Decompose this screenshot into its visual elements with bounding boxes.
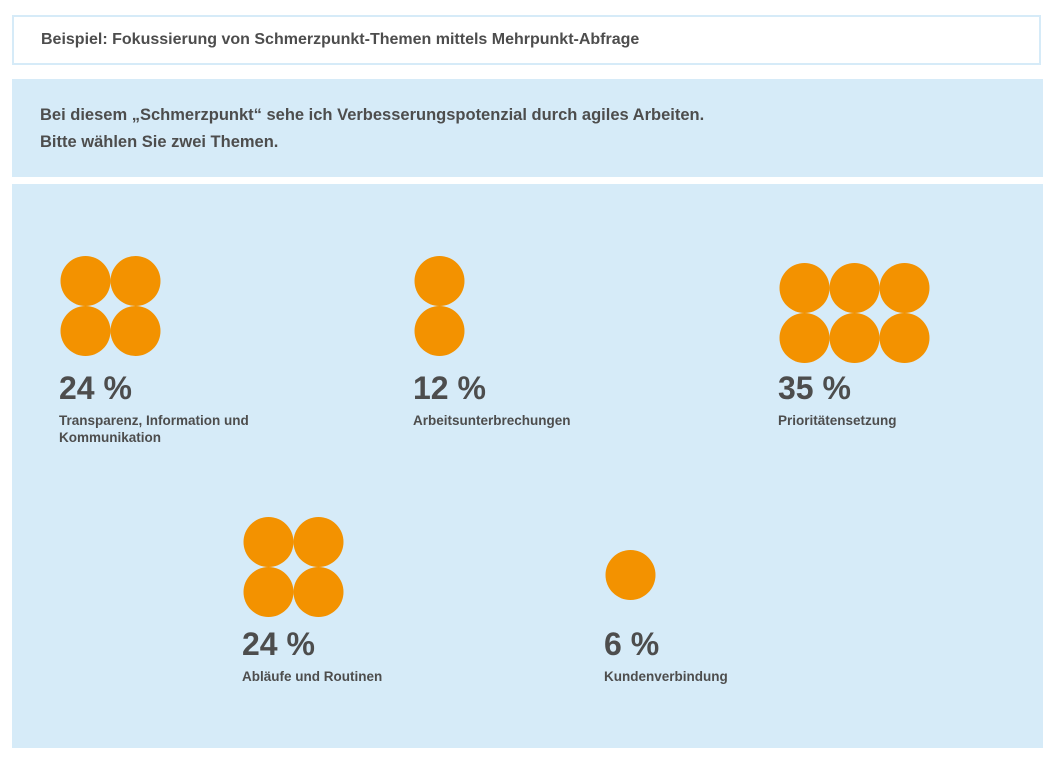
dot-mark — [243, 517, 294, 567]
dot-mark — [60, 256, 111, 306]
value-label: 6 % — [604, 626, 659, 662]
category-label: Prioritätensetzung — [778, 413, 897, 428]
dot-group-5: 6 % Kundenverbindung — [604, 550, 728, 684]
value-label: 35 % — [778, 370, 851, 406]
title-box: Beispiel: Fokussierung von Schmerzpunkt-… — [12, 15, 1041, 65]
dot-mark — [110, 306, 161, 356]
dot-mark — [829, 263, 880, 313]
dot-mark — [879, 313, 930, 363]
value-label: 24 % — [59, 370, 132, 406]
dot-group-2: 12 % Arbeitsunterbrechungen — [413, 256, 571, 428]
category-label: Kommunikation — [59, 430, 161, 445]
dot-group-3: 35 % Prioritätensetzung — [778, 263, 930, 428]
dot-mark — [110, 256, 161, 306]
dot-mark — [243, 567, 294, 617]
dot-mark — [605, 550, 656, 600]
dot-mark — [829, 313, 880, 363]
dot-mark — [779, 263, 830, 313]
dot-mark — [60, 306, 111, 356]
dot-mark — [414, 256, 465, 306]
question-panel: Bei diesem „Schmerzpunkt“ sehe ich Verbe… — [12, 79, 1043, 177]
category-label: Transparenz, Information und — [59, 413, 249, 428]
page-title: Beispiel: Fokussierung von Schmerzpunkt-… — [41, 31, 640, 48]
category-label: Kundenverbindung — [604, 669, 728, 684]
results-panel: 24 % Transparenz, Information und Kommunik… — [12, 184, 1043, 748]
dot-chart: 24 % Transparenz, Information und Kommunik… — [59, 256, 930, 684]
question-text: Bei diesem „Schmerzpunkt“ sehe ich Verbe… — [40, 106, 705, 124]
value-label: 12 % — [413, 370, 486, 406]
dot-mark — [879, 263, 930, 313]
dot-group-4: 24 % Abläufe und Routinen — [242, 517, 382, 684]
dot-mark — [293, 517, 344, 567]
value-label: 24 % — [242, 626, 315, 662]
dot-mark — [414, 306, 465, 356]
question-instruction: Bitte wählen Sie zwei Themen. — [40, 133, 279, 151]
dot-mark — [293, 567, 344, 617]
category-label: Abläufe und Routinen — [242, 669, 382, 684]
dot-mark — [779, 313, 830, 363]
category-label: Arbeitsunterbrechungen — [413, 413, 571, 428]
dot-group-1: 24 % Transparenz, Information und Kommunik… — [59, 256, 249, 445]
